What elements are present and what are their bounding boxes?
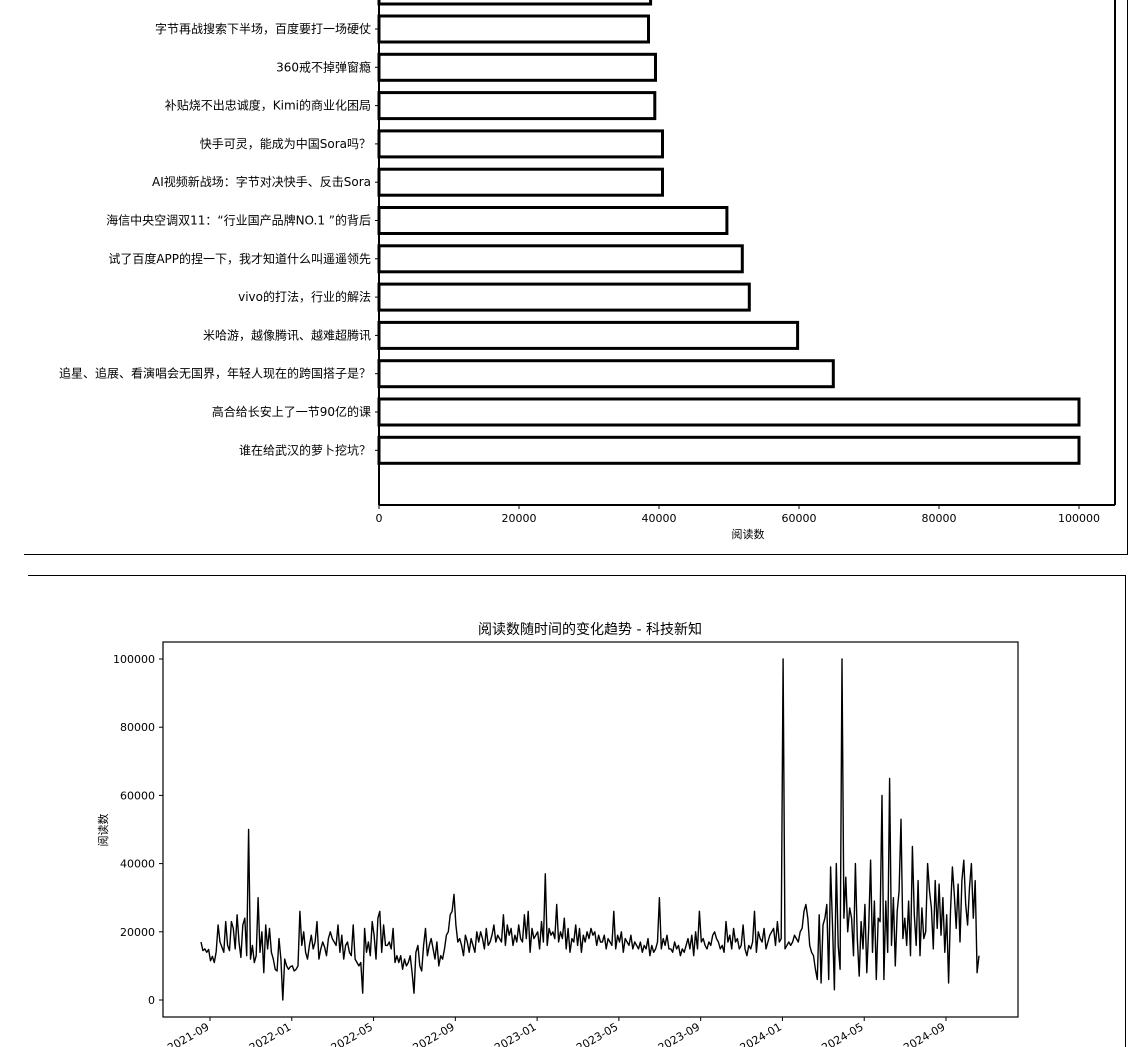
bar-category-label-1: 360戒不掉弹窗瘾 — [276, 59, 371, 74]
bar-3 — [377, 129, 664, 159]
bar-2 — [377, 91, 657, 121]
line-ytick-label-1: 20000 — [120, 926, 155, 939]
line-ylabel: 阅读数 — [96, 814, 110, 847]
bar-xtick-label-3: 60000 — [782, 512, 817, 525]
line-xtick-label-5: 2023-05 — [574, 1020, 620, 1047]
bar-category-label-11: 谁在给武汉的萝卜挖坑？ — [239, 442, 371, 457]
line-xtick-label-3: 2022-09 — [411, 1020, 457, 1047]
line-ytick-label-5: 100000 — [113, 653, 155, 666]
bar-0 — [377, 14, 650, 44]
line-xtick-label-7: 2024-01 — [738, 1020, 784, 1047]
bar-category-label-2: 补贴烧不出忠诚度，Kimi的商业化困局 — [165, 98, 371, 113]
line-xtick-label-9: 2024-09 — [901, 1020, 947, 1047]
bar-category-label-0: 字节再战搜索下半场，百度要打一场硬仗 — [155, 21, 371, 36]
bar-xtick-label-4: 80000 — [922, 512, 957, 525]
line-chart-title: 阅读数随时间的变化趋势 - 科技新知 — [478, 621, 702, 638]
line-xtick-label-4: 2023-01 — [492, 1020, 538, 1047]
bar-xtick-label-2: 40000 — [642, 512, 677, 525]
line-xtick-label-2: 2022-05 — [329, 1020, 375, 1047]
bar-chart: 字节再战搜索下半场，百度要打一场硬仗 360戒不掉弹窗瘾补贴烧不出忠诚度，Kimi… — [59, 0, 1116, 541]
bar-1 — [377, 52, 657, 82]
line-plot-frame — [162, 641, 1019, 1018]
bar-category-label-5: 海信中央空调双11：“行业国产品牌NO.1 ”的背后 — [106, 213, 371, 228]
bar-7 — [377, 282, 751, 312]
bar-category-label-8: 米哈游，越像腾讯、越难超腾讯 — [203, 327, 371, 342]
line-chart-plot-area: 阅读数随时间的变化趋势 - 科技新知 0 20000 40000 60000 80000 1… — [96, 621, 1019, 1047]
line-ytick-label-0: 0 — [148, 994, 155, 1007]
line-ytick-label-2: 40000 — [120, 858, 155, 871]
line-ytick-label-3: 60000 — [120, 789, 155, 802]
bar-xtick-label-0: 0 — [376, 512, 383, 525]
line-xtick-label-8: 2024-05 — [819, 1020, 865, 1047]
bar-chart-plot-area: 字节再战搜索下半场，百度要打一场硬仗 360戒不掉弹窗瘾补贴烧不出忠诚度，Kimi… — [59, 0, 1116, 541]
bar-partial-top — [377, 0, 653, 6]
bar-xtick-label-1: 20000 — [502, 512, 537, 525]
bar-category-label-10: 高合给长安上了一节90亿的课 — [212, 404, 371, 419]
bar-xtick-label-5: 100000 — [1058, 512, 1100, 525]
bar-category-label-9: 追星、追展、看演唱会无国界，年轻人现在的跨国搭子是？ — [59, 366, 371, 381]
line-series-0 — [200, 658, 980, 1001]
line-xtick-label-0: 2021-09 — [165, 1020, 211, 1047]
bar-xlabel: 阅读数 — [732, 527, 765, 541]
bar-11 — [377, 435, 1081, 465]
bar-6 — [377, 244, 744, 274]
line-ytick-label-4: 80000 — [120, 721, 155, 734]
bar-4 — [377, 167, 664, 197]
bar-9 — [377, 359, 835, 389]
bar-category-label-4: AI视频新战场：字节对决快手、反击Sora — [152, 174, 371, 189]
line-xtick-label-6: 2023-09 — [656, 1020, 702, 1047]
bar-category-label-3: 快手可灵，能成为中国Sora吗？ — [200, 136, 371, 151]
bottom-right-border — [1125, 576, 1126, 1047]
top-separator-line — [24, 554, 1128, 555]
line-xtick-label-1: 2022-01 — [247, 1020, 293, 1047]
top-right-border — [1127, 0, 1128, 554]
bar-8 — [377, 320, 800, 350]
bar-category-label-7: vivo的打法，行业的解法 — [238, 289, 371, 304]
bar-category-label-6: 试了百度APP的捏一下，我才知道什么叫遥遥领先 — [108, 251, 371, 266]
bottom-separator-line — [28, 575, 1126, 576]
bar-5 — [377, 206, 729, 235]
bar-10 — [377, 397, 1081, 427]
